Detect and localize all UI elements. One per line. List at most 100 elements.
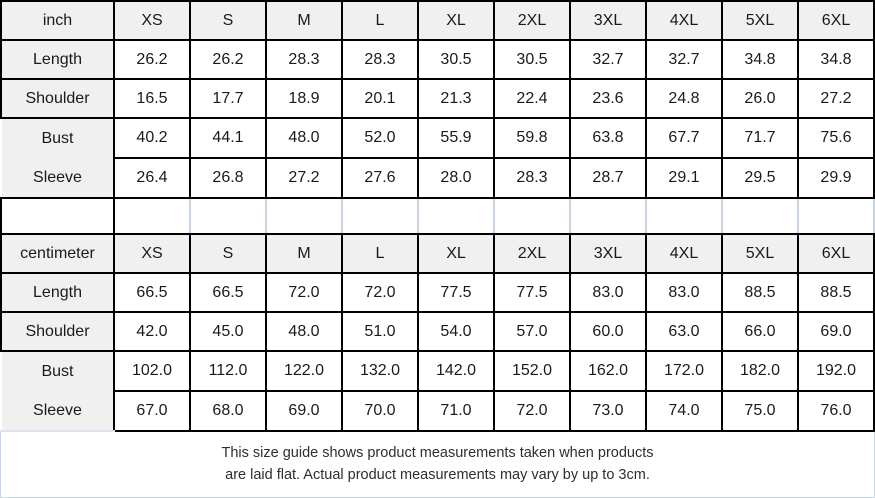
measurement-cell: 29.1 xyxy=(645,157,723,199)
measurement-cell: 83.0 xyxy=(645,272,723,313)
measurement-cell: 66.0 xyxy=(721,311,799,352)
size-table-inch: inch XS S M L XL 2XL 3XL 4XL 5XL 6XL Length 26.2 26.2… xyxy=(0,0,875,233)
measurement-cell: 77.5 xyxy=(417,272,495,313)
spacer-cell xyxy=(721,197,799,233)
measurement-cell: 26.4 xyxy=(113,157,191,199)
size-header-cell: 5XL xyxy=(721,233,799,274)
measurement-cell: 30.5 xyxy=(417,39,495,80)
note-line-1: This size guide shows product measuremen… xyxy=(221,444,654,461)
spacer-cell xyxy=(0,197,115,233)
spacer-cell xyxy=(645,197,723,233)
size-header-cell: 5XL xyxy=(721,0,799,41)
measurement-cell: 42.0 xyxy=(113,311,191,352)
size-header-cell: XS xyxy=(113,0,191,41)
size-header-cell: S xyxy=(189,0,267,41)
unit-header-cell: inch xyxy=(0,0,115,41)
measurement-row-length: Length 26.2 26.2 28.3 28.3 30.5 30.5 32.7 32.7 34… xyxy=(0,39,875,80)
measurement-cell: 63.8 xyxy=(569,117,647,159)
size-header-row: centimeter XS S M L XL 2XL 3XL 4XL 5XL 6XL xyxy=(0,233,875,274)
measurement-cell: 45.0 xyxy=(189,311,267,352)
row-label-cell: Shoulder xyxy=(0,311,115,352)
measurement-cell: 68.0 xyxy=(189,390,267,432)
row-label-bust: Bust xyxy=(41,362,74,380)
measurement-cell: 75.0 xyxy=(721,390,799,432)
measurement-cell: 66.5 xyxy=(189,272,267,313)
measurement-cell: 32.7 xyxy=(569,39,647,80)
row-label-cell: Length xyxy=(0,39,115,80)
measurement-cell: 20.1 xyxy=(341,78,419,119)
measurement-cell: 21.3 xyxy=(417,78,495,119)
spacer-cell xyxy=(797,197,875,233)
size-header-cell: 3XL xyxy=(569,233,647,274)
measurement-cell: 26.2 xyxy=(113,39,191,80)
measurement-cell: 69.0 xyxy=(265,390,343,432)
measurement-cell: 26.0 xyxy=(721,78,799,119)
measurement-cell: 52.0 xyxy=(341,117,419,159)
measurement-row-length: Length 66.5 66.5 72.0 72.0 77.5 77.5 83.0 83.0 88… xyxy=(0,272,875,313)
unit-header-cell: centimeter xyxy=(0,233,115,274)
measurement-cell: 32.7 xyxy=(645,39,723,80)
spacer-cell xyxy=(341,197,419,233)
measurement-cell: 54.0 xyxy=(417,311,495,352)
measurement-cell: 72.0 xyxy=(341,272,419,313)
size-header-cell: 6XL xyxy=(797,233,875,274)
measurement-cell: 27.2 xyxy=(797,78,875,119)
measurement-cell: 28.0 xyxy=(417,157,495,199)
measurement-cell: 67.0 xyxy=(113,390,191,432)
measurement-cell: 72.0 xyxy=(265,272,343,313)
measurement-cell: 72.0 xyxy=(493,390,571,432)
row-label-sleeve: Sleeve xyxy=(33,401,82,419)
measurement-cell: 26.8 xyxy=(189,157,267,199)
size-header-cell: L xyxy=(341,233,419,274)
measurement-cell: 27.6 xyxy=(341,157,419,199)
size-header-row: inch XS S M L XL 2XL 3XL 4XL 5XL 6XL xyxy=(0,0,875,41)
measurement-cell: 24.8 xyxy=(645,78,723,119)
size-header-cell: XS xyxy=(113,233,191,274)
measurement-cell: 88.5 xyxy=(721,272,799,313)
measurement-cell: 28.3 xyxy=(493,157,571,199)
measurement-cell: 71.0 xyxy=(417,390,495,432)
measurement-cell: 27.2 xyxy=(265,157,343,199)
measurement-cell: 29.9 xyxy=(797,157,875,199)
measurement-row-shoulder: Shoulder 16.5 17.7 18.9 20.1 21.3 22.4 23.6 24.8… xyxy=(0,78,875,119)
measurement-cell: 18.9 xyxy=(265,78,343,119)
row-label-sleeve: Sleeve xyxy=(33,168,82,186)
measurement-cell: 30.5 xyxy=(493,39,571,80)
measurement-cell: 63.0 xyxy=(645,311,723,352)
measurement-cell: 162.0 xyxy=(569,350,647,392)
row-label-cell: Length xyxy=(0,272,115,313)
measurement-cell: 132.0 xyxy=(341,350,419,392)
row-label-cell: Bust Sleeve xyxy=(1,117,115,199)
measurement-cell: 69.0 xyxy=(797,311,875,352)
measurement-row-shoulder: Shoulder 42.0 45.0 48.0 51.0 54.0 57.0 60.0 63.0… xyxy=(0,311,875,352)
measurement-cell: 142.0 xyxy=(417,350,495,392)
measurement-cell: 34.8 xyxy=(797,39,875,80)
measurement-row-sleeve: 26.4 26.8 27.2 27.6 28.0 28.3 28.7 29.1 29.5 29.9 xyxy=(1,157,875,199)
measurement-cell: 55.9 xyxy=(417,117,495,159)
measurement-row-sleeve: 67.0 68.0 69.0 70.0 71.0 72.0 73.0 74.0 75.0 76.0 xyxy=(1,390,875,432)
size-header-cell: XL xyxy=(417,233,495,274)
size-header-cell: 3XL xyxy=(569,0,647,41)
size-header-cell: M xyxy=(265,0,343,41)
measurement-cell: 74.0 xyxy=(645,390,723,432)
size-header-cell: 4XL xyxy=(645,233,723,274)
measurement-cell: 51.0 xyxy=(341,311,419,352)
measurement-cell: 71.7 xyxy=(721,117,799,159)
measurement-cell: 29.5 xyxy=(721,157,799,199)
measurement-cell: 70.0 xyxy=(341,390,419,432)
measurement-cell: 83.0 xyxy=(569,272,647,313)
size-header-cell: 2XL xyxy=(493,0,571,41)
spacer-cell xyxy=(493,197,571,233)
measurement-cell: 192.0 xyxy=(797,350,875,392)
measurement-cell: 75.6 xyxy=(797,117,875,159)
measurement-cell: 48.0 xyxy=(265,117,343,159)
measurement-cell: 28.3 xyxy=(341,39,419,80)
spacer-cell xyxy=(417,197,495,233)
measurement-cell: 112.0 xyxy=(189,350,267,392)
measurement-cell: 57.0 xyxy=(493,311,571,352)
measurement-cell: 59.8 xyxy=(493,117,571,159)
size-header-cell: 6XL xyxy=(797,0,875,41)
size-table-centimeter: centimeter XS S M L XL 2XL 3XL 4XL 5XL 6XL Length 66… xyxy=(0,233,875,432)
row-label-cell: Bust Sleeve xyxy=(1,350,115,432)
